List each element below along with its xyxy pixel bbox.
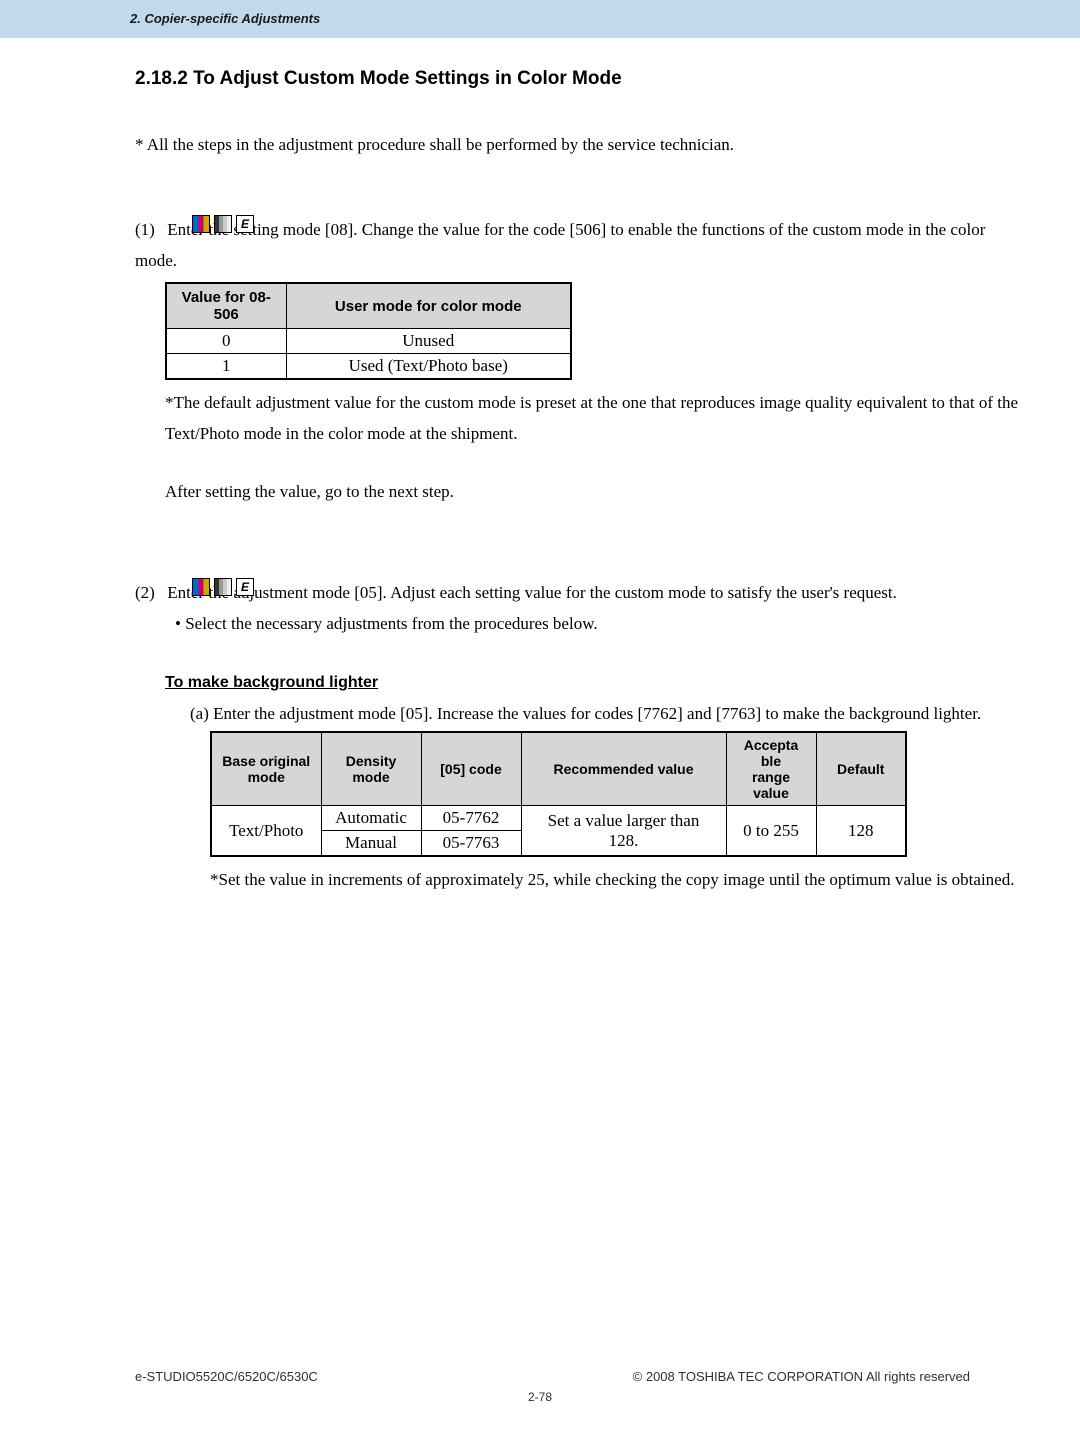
- t2-h2: [05] code: [421, 732, 521, 806]
- subsection-note: *Set the value in increments of approxim…: [210, 865, 1020, 896]
- mono-icon: [214, 215, 232, 233]
- step-1: E (1) Enter the setting mode [08]. Chang…: [135, 215, 1020, 508]
- step2-text: (2) Enter the adjustment mode [05]. Adju…: [135, 578, 1020, 609]
- color-icon: [192, 578, 210, 596]
- t2-base: Text/Photo: [211, 806, 321, 857]
- chapter-label: 2. Copier-specific Adjustments: [130, 11, 320, 26]
- t2-def: 128: [816, 806, 906, 857]
- step-2: E (2) Enter the adjustment mode [05]. Ad…: [135, 578, 1020, 639]
- header-band: 2. Copier-specific Adjustments: [0, 0, 1080, 38]
- footer-left: e-STUDIO5520C/6520C/6530C: [135, 1369, 318, 1384]
- intro-note: * All the steps in the adjustment proced…: [135, 135, 1020, 155]
- t2-h4: Acceptablerangevalue: [726, 732, 816, 806]
- subsection-title: To make background lighter: [165, 674, 1020, 692]
- t2-r1-code: 05-7763: [421, 831, 521, 857]
- footer: e-STUDIO5520C/6520C/6530C © 2008 TOSHIBA…: [0, 1369, 1080, 1384]
- t1-r1c1: Used (Text/Photo base): [286, 354, 571, 380]
- step-a: (a) Enter the adjustment mode [05]. Incr…: [190, 700, 1020, 729]
- step1-body: Enter the setting mode [08]. Change the …: [135, 220, 985, 270]
- t1-r1c0: 1: [166, 354, 286, 380]
- t2-rec: Set a value larger than 128.: [521, 806, 726, 857]
- edit-icon: E: [236, 578, 254, 596]
- section-number: 2.18.2: [135, 68, 188, 89]
- section-title: 2.18.2 To Adjust Custom Mode Settings in…: [135, 68, 1020, 90]
- step1-note2: After setting the value, go to the next …: [165, 477, 1020, 508]
- t1-r0c1: Unused: [286, 329, 571, 354]
- t2-r0-density: Automatic: [321, 806, 421, 831]
- step2-icons: E: [192, 578, 254, 596]
- content-area: 2.18.2 To Adjust Custom Mode Settings in…: [0, 68, 1080, 896]
- step2-bullet: • Select the necessary adjustments from …: [175, 609, 1020, 640]
- step2-num: (2): [135, 578, 163, 609]
- t2-r0-code: 05-7762: [421, 806, 521, 831]
- page-number: 2-78: [0, 1390, 1080, 1404]
- t2-r1-density: Manual: [321, 831, 421, 857]
- t2-h3: Recommended value: [521, 732, 726, 806]
- edit-icon: E: [236, 215, 254, 233]
- color-icon: [192, 215, 210, 233]
- step-a-table: Base original mode Density mode [05] cod…: [210, 731, 907, 857]
- step1-icons: E: [192, 215, 254, 233]
- t1-h1: User mode for color mode: [286, 283, 571, 329]
- step2-body: Enter the adjustment mode [05]. Adjust e…: [167, 583, 897, 602]
- t1-r0c0: 0: [166, 329, 286, 354]
- t2-h1: Density mode: [321, 732, 421, 806]
- step1-text: (1) Enter the setting mode [08]. Change …: [135, 215, 1020, 276]
- t1-h0: Value for 08-506: [166, 283, 286, 329]
- mono-icon: [214, 578, 232, 596]
- step1-num: (1): [135, 215, 163, 246]
- t2-h0: Base original mode: [211, 732, 321, 806]
- footer-right: © 2008 TOSHIBA TEC CORPORATION All right…: [633, 1369, 970, 1384]
- t2-range: 0 to 255: [726, 806, 816, 857]
- t2-h5: Default: [816, 732, 906, 806]
- step1-note1: *The default adjustment value for the cu…: [165, 388, 1020, 449]
- section-title-text: To Adjust Custom Mode Settings in Color …: [193, 68, 622, 89]
- step1-table: Value for 08-506 User mode for color mod…: [165, 282, 572, 380]
